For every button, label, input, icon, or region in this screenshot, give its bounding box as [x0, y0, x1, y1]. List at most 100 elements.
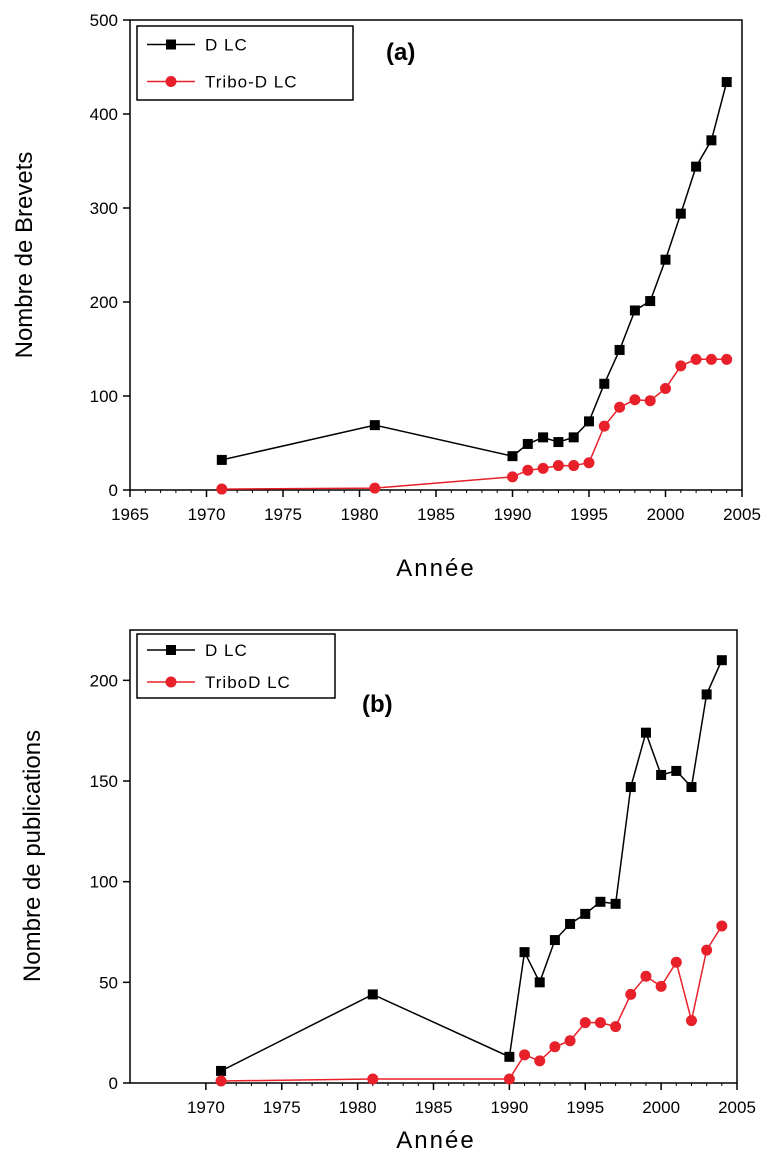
- x-tick-label: 1985: [417, 505, 455, 524]
- data-point: [625, 782, 636, 793]
- x-tick-label: 1965: [111, 505, 149, 524]
- y-tick-label: 100: [90, 387, 118, 406]
- data-point: [656, 769, 667, 780]
- data-point: [625, 988, 637, 1000]
- x-tick-label: 2005: [723, 505, 761, 524]
- data-point: [369, 482, 381, 494]
- x-tick-label: 1995: [566, 1098, 604, 1117]
- data-point: [216, 1065, 227, 1076]
- x-tick-label: 1995: [570, 505, 608, 524]
- x-tick-label: 1990: [490, 1098, 528, 1117]
- data-point: [671, 765, 682, 776]
- y-tick-label: 0: [109, 481, 118, 500]
- x-tick-label: 1980: [341, 505, 379, 524]
- data-point: [538, 432, 549, 443]
- data-point: [568, 432, 579, 443]
- series-tribo-dlc: [215, 920, 728, 1087]
- data-point: [706, 135, 717, 146]
- legend-marker: [165, 676, 177, 688]
- data-point: [553, 437, 564, 448]
- x-tick-label: 2005: [718, 1098, 756, 1117]
- data-point: [549, 935, 560, 946]
- y-tick-label: 150: [90, 772, 118, 791]
- chart-panel-a: 1965 1970 1975 1980 1985 1990 1995 2000 2005 0 100…: [11, 11, 761, 582]
- data-point: [644, 395, 656, 407]
- legend: D LC TriboD LC: [136, 633, 336, 699]
- data-point: [660, 382, 671, 394]
- series-tribo-dlc: [216, 353, 733, 495]
- data-point: [504, 1051, 515, 1062]
- x-tick-label: 1980: [339, 1098, 377, 1117]
- x-tick-label: 2000: [647, 505, 685, 524]
- legend-marker: [166, 39, 176, 50]
- data-point: [640, 727, 651, 738]
- series-line: [220, 659, 723, 1072]
- data-point: [598, 420, 610, 432]
- y-tick-label: 400: [90, 105, 118, 124]
- data-point: [568, 460, 580, 472]
- data-point: [583, 457, 595, 469]
- data-point: [216, 454, 227, 465]
- y-tick-label: 200: [90, 293, 118, 312]
- data-point: [594, 1017, 606, 1029]
- data-point: [215, 1075, 227, 1087]
- data-point: [614, 401, 626, 413]
- y-axis-title: Nombre de publications: [19, 730, 46, 982]
- y-tick-label: 50: [99, 973, 118, 992]
- series-dlc: [216, 77, 732, 465]
- data-point: [507, 451, 518, 462]
- data-point: [675, 208, 686, 219]
- legend-label: D LC: [205, 641, 248, 660]
- chart-panel-b: 1970 1975 1980 1985 1990 1995 2000 2005 0 50 100 15…: [19, 629, 756, 1154]
- y-tick-label: 0: [109, 1074, 118, 1093]
- data-point: [685, 1015, 697, 1027]
- series-line: [221, 925, 723, 1082]
- data-point: [534, 977, 545, 988]
- data-point: [614, 344, 625, 355]
- data-point: [537, 462, 549, 474]
- data-point: [599, 378, 610, 389]
- data-point: [522, 464, 534, 476]
- x-tick-label: 2000: [642, 1098, 680, 1117]
- y-tick-label: 300: [90, 199, 118, 218]
- data-point: [369, 420, 380, 431]
- data-point: [629, 305, 640, 316]
- data-point: [660, 254, 671, 265]
- panel-label: (b): [362, 691, 393, 718]
- data-point: [701, 944, 713, 956]
- data-point: [721, 353, 733, 365]
- data-point: [701, 689, 712, 700]
- series-dlc: [216, 655, 727, 1076]
- y-tick-label: 200: [90, 671, 118, 690]
- panel-label: (a): [386, 39, 415, 66]
- data-point: [534, 1055, 546, 1067]
- data-point: [629, 394, 641, 406]
- x-tick-label: 1990: [494, 505, 532, 524]
- data-point: [552, 460, 564, 472]
- data-point: [675, 360, 687, 372]
- data-point: [690, 353, 702, 365]
- x-axis-title: Année: [396, 1127, 475, 1154]
- data-point: [367, 1073, 379, 1085]
- legend: D LC Tribo-D LC: [136, 25, 354, 101]
- x-tick-label: 1975: [264, 505, 302, 524]
- legend-marker: [166, 645, 176, 655]
- x-tick-label: 1970: [188, 505, 226, 524]
- data-point: [595, 896, 606, 907]
- data-point: [645, 296, 656, 307]
- data-point: [549, 1041, 561, 1053]
- data-point: [716, 655, 727, 666]
- data-point: [367, 989, 378, 1000]
- data-point: [640, 970, 652, 982]
- y-tick-label: 500: [90, 11, 118, 30]
- data-point: [216, 483, 228, 495]
- legend-marker: [165, 76, 177, 87]
- x-tick-label: 1970: [187, 1098, 225, 1117]
- data-point: [564, 1035, 576, 1047]
- legend-label: D LC: [205, 36, 248, 55]
- data-point: [519, 947, 530, 958]
- data-point: [584, 416, 594, 427]
- legend-box: [136, 25, 354, 101]
- legend-label: TriboD LC: [205, 673, 291, 692]
- data-point: [691, 161, 702, 172]
